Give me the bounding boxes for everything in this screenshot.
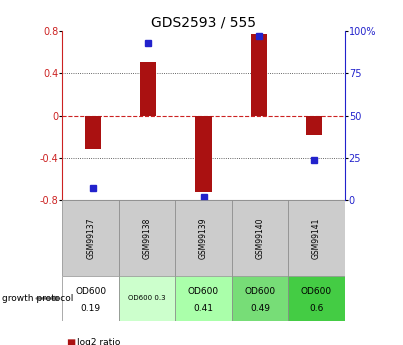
Bar: [62, 200, 119, 276]
Bar: [62, 276, 119, 321]
Bar: [175, 200, 232, 276]
Bar: [232, 200, 288, 276]
Bar: [288, 200, 345, 276]
Text: 0.19: 0.19: [81, 304, 101, 313]
Text: 0.6: 0.6: [309, 304, 324, 313]
Text: 0.41: 0.41: [193, 304, 214, 313]
Text: OD600: OD600: [301, 287, 332, 296]
Bar: [306, 116, 322, 135]
Bar: [251, 34, 267, 116]
Bar: [119, 200, 175, 276]
Text: GSM99141: GSM99141: [312, 217, 321, 259]
Bar: [288, 276, 345, 321]
Bar: [85, 116, 101, 149]
Bar: [119, 276, 175, 321]
Text: 0.49: 0.49: [250, 304, 270, 313]
Text: GSM99139: GSM99139: [199, 217, 208, 259]
Bar: [140, 62, 156, 116]
Bar: [195, 116, 212, 191]
Text: GSM99138: GSM99138: [143, 217, 152, 259]
Text: OD600: OD600: [244, 287, 276, 296]
Text: OD600: OD600: [188, 287, 219, 296]
Bar: [175, 276, 232, 321]
Text: OD600: OD600: [75, 287, 106, 296]
Text: log2 ratio: log2 ratio: [77, 338, 120, 345]
Text: OD600 0.3: OD600 0.3: [128, 295, 166, 302]
Text: ■: ■: [66, 338, 76, 345]
Bar: [232, 276, 288, 321]
Text: GSM99137: GSM99137: [86, 217, 95, 259]
Text: GSM99140: GSM99140: [256, 217, 264, 259]
Title: GDS2593 / 555: GDS2593 / 555: [151, 16, 256, 30]
Text: growth protocol: growth protocol: [2, 294, 73, 303]
